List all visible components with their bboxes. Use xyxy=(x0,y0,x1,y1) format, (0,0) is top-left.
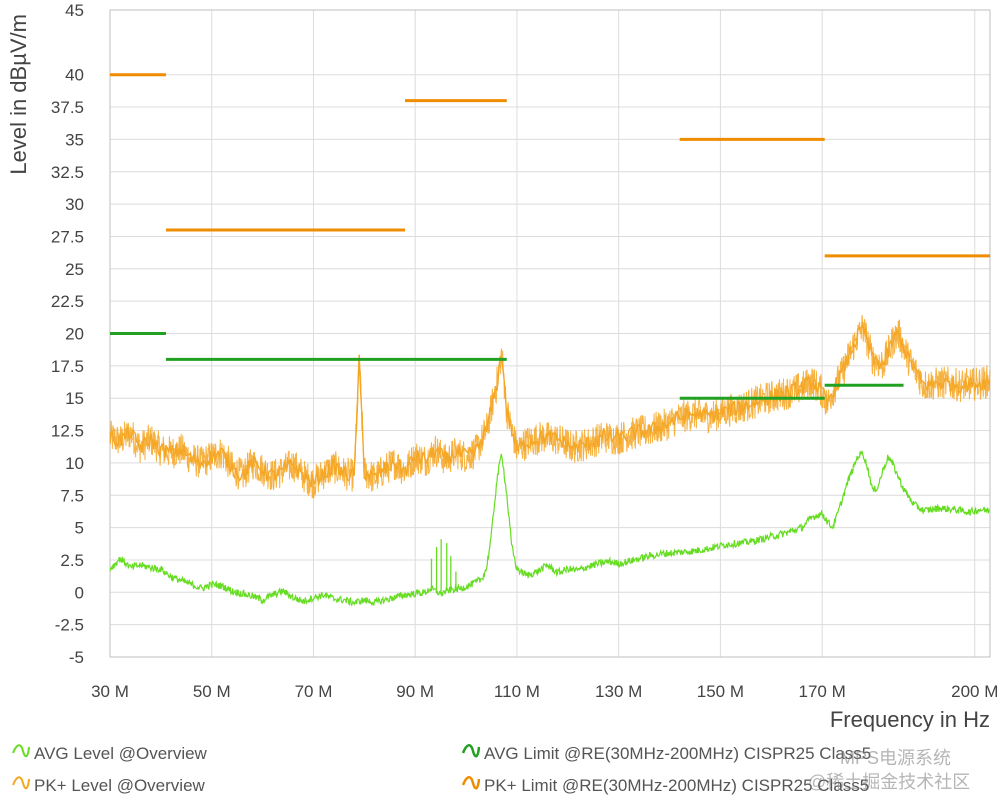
y-tick-label: 35 xyxy=(65,130,84,149)
y-tick-label: 10 xyxy=(65,454,84,473)
watermark-line1: MPS电源系统 xyxy=(840,748,952,768)
legend-avg-limit-label: AVG Limit @RE(30MHz-200MHz) CISPR25 Clas… xyxy=(484,744,872,763)
x-tick-label: 130 M xyxy=(595,682,642,701)
legend-avg-level: AVG Level @Overview xyxy=(12,744,207,764)
y-tick-label: 0 xyxy=(75,583,84,602)
x-tick-label: 110 M xyxy=(494,682,540,701)
legend-pk-limit-label: PK+ Limit @RE(30MHz-200MHz) CISPR25 Clas… xyxy=(484,776,870,795)
series-avg-level xyxy=(109,450,990,607)
y-tick-label: 15 xyxy=(65,389,84,408)
y-tick-label: 37.5 xyxy=(51,98,84,117)
series-pk-limit xyxy=(110,73,990,258)
series-avg-limit xyxy=(110,332,904,400)
legend-avg-level-label: AVG Level @Overview xyxy=(34,744,207,763)
series-pk-level xyxy=(109,314,991,499)
legend-pk-level: PK+ Level @Overview xyxy=(12,776,205,796)
y-tick-label: 30 xyxy=(65,195,84,214)
x-tick-label: 50 M xyxy=(193,682,231,701)
y-tick-label: 22.5 xyxy=(51,292,84,311)
y-tick-label: 12.5 xyxy=(51,422,84,441)
legend-pk-level-swatch xyxy=(12,776,30,794)
y-tick-label: 32.5 xyxy=(51,163,84,182)
y-tick-label: 2.5 xyxy=(60,551,84,570)
legend-avg-limit: AVG Limit @RE(30MHz-200MHz) CISPR25 Clas… xyxy=(462,744,871,764)
y-tick-label: 25 xyxy=(65,260,84,279)
legend-pk-limit-swatch xyxy=(462,776,480,794)
x-tick-label: 170 M xyxy=(799,682,846,701)
legend-avg-limit-swatch xyxy=(462,744,480,762)
y-tick-label: 40 xyxy=(65,66,84,85)
legend-avg-level-swatch xyxy=(12,744,30,762)
x-tick-label: 90 M xyxy=(396,682,434,701)
y-tick-label: -5 xyxy=(69,648,84,667)
y-tick-label: 20 xyxy=(65,325,84,344)
avg-level-trace xyxy=(109,450,990,607)
x-tick-label: 200 M xyxy=(951,682,998,701)
y-tick-label: 7.5 xyxy=(60,486,84,505)
y-axis-title: Level in dBµV/m xyxy=(6,14,31,175)
y-tick-label: 27.5 xyxy=(51,227,84,246)
x-axis-title: Frequency in Hz xyxy=(830,707,990,732)
x-tick-label: 70 M xyxy=(295,682,333,701)
y-tick-label: -2.5 xyxy=(55,616,84,635)
y-tick-label: 5 xyxy=(75,519,84,538)
x-tick-label: 150 M xyxy=(697,682,744,701)
x-tick-label: 30 M xyxy=(91,682,129,701)
watermark-line2: @稀土掘金技术社区 xyxy=(808,772,971,792)
pk-level-trace xyxy=(109,322,991,488)
y-tick-label: 17.5 xyxy=(51,357,84,376)
y-tick-label: 45 xyxy=(65,1,84,20)
legend-pk-level-label: PK+ Level @Overview xyxy=(34,776,205,795)
legend-pk-limit: PK+ Limit @RE(30MHz-200MHz) CISPR25 Clas… xyxy=(462,776,869,796)
